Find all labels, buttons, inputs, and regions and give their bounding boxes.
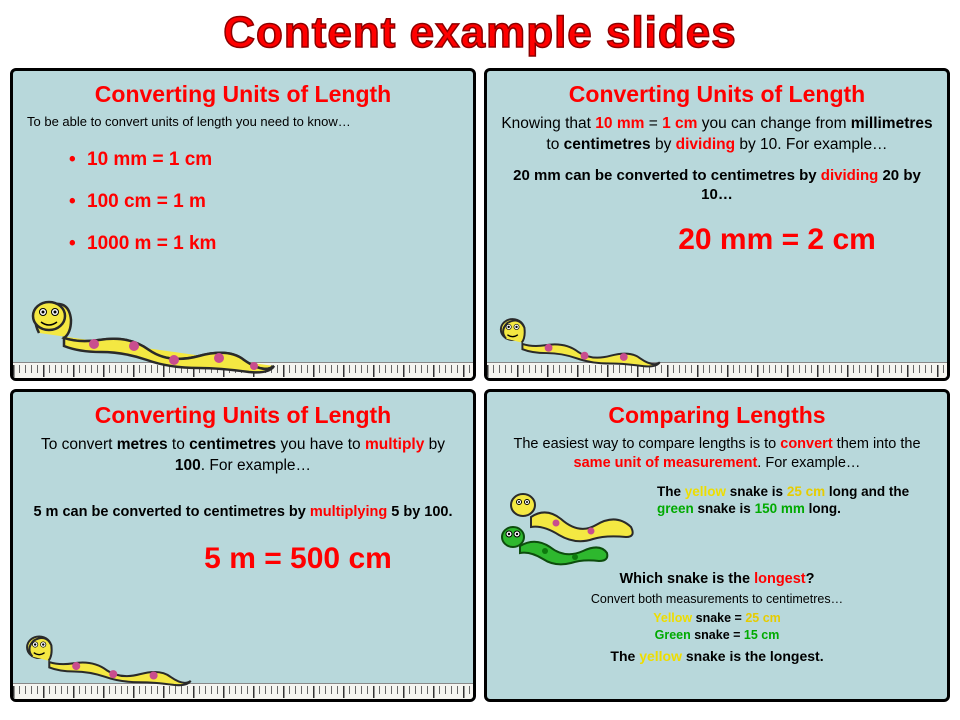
text: The easiest way to compare lengths is to	[513, 436, 780, 452]
panel-4-explain: The easiest way to compare lengths is to…	[501, 435, 933, 473]
text-red: multiplying	[310, 504, 387, 520]
slide-grid: Converting Units of Length To be able to…	[0, 68, 960, 712]
text: snake is the longest.	[682, 648, 824, 664]
panel-3-equation: 5 m = 500 cm	[27, 542, 459, 576]
panel-4-convert-instruction: Convert both measurements to centimetres…	[501, 592, 933, 606]
text-red: 10 mm	[595, 115, 644, 132]
panel-2-title: Converting Units of Length	[501, 81, 933, 108]
text-bold: millimetres	[851, 115, 933, 132]
panel-4-question: Which snake is the longest?	[501, 571, 933, 587]
text: snake is	[694, 501, 755, 516]
text: . For example…	[201, 457, 311, 474]
text: you can change from	[697, 115, 850, 132]
text: to	[546, 136, 563, 153]
text-red: dividing	[676, 136, 735, 153]
text: =	[644, 115, 662, 132]
text-red: multiply	[365, 436, 424, 453]
text: Knowing that	[501, 115, 595, 132]
text: by 10. For example…	[735, 136, 887, 153]
text-yellow: 25 cm	[787, 484, 825, 499]
text-yellow: yellow	[685, 484, 726, 499]
bullet-item: 10 mm = 1 cm	[87, 149, 459, 171]
panel-3: Converting Units of Length To convert me…	[10, 389, 476, 702]
panel-4-answer: The yellow snake is the longest.	[501, 648, 933, 664]
text: ?	[806, 571, 815, 587]
panel-3-sub: 5 m can be converted to centimetres by m…	[27, 503, 459, 522]
panel-3-explain: To convert metres to centimetres you hav…	[27, 435, 459, 477]
text: . For example…	[757, 455, 860, 471]
text: The	[610, 648, 639, 664]
text: you have to	[276, 436, 365, 453]
snake-icon	[493, 304, 663, 376]
panel-1-title: Converting Units of Length	[27, 81, 459, 108]
text-red: same unit of measurement	[574, 455, 758, 471]
text-bold: centimetres	[189, 436, 276, 453]
text: by	[651, 136, 676, 153]
text: To convert	[41, 436, 117, 453]
text-green: 15 cm	[744, 628, 779, 642]
text-yellow: Yellow	[653, 611, 692, 625]
panel-4: Comparing Lengths The easiest way to com…	[484, 389, 950, 702]
panel-4-desc: The yellow snake is 25 cm long and the g…	[657, 477, 933, 518]
text: 5 m can be converted to centimetres by	[33, 504, 309, 520]
panel-2: Converting Units of Length Knowing that …	[484, 68, 950, 381]
text: snake is	[726, 484, 787, 499]
text-red: convert	[780, 436, 832, 452]
text-red: dividing	[821, 167, 879, 184]
text-green: Green	[655, 628, 691, 642]
text: Which snake is the	[620, 571, 755, 587]
text-bold: metres	[117, 436, 168, 453]
text: long and the	[825, 484, 909, 499]
panel-4-conversions: Yellow snake = 25 cm Green snake = 15 cm	[501, 610, 933, 644]
text-green: 150 mm	[755, 501, 805, 516]
text-bold: centimetres	[564, 136, 651, 153]
text-yellow: 25 cm	[745, 611, 780, 625]
panel-3-title: Converting Units of Length	[27, 402, 459, 429]
text: by	[424, 436, 445, 453]
text: to	[168, 436, 190, 453]
green-snake-icon	[495, 511, 615, 571]
text-green: green	[657, 501, 694, 516]
text: snake =	[692, 611, 745, 625]
panel-2-equation: 20 mm = 2 cm	[501, 223, 933, 257]
text-red: 1 cm	[662, 115, 697, 132]
text: 5 by 100.	[387, 504, 452, 520]
text-red: longest	[754, 571, 806, 587]
text: snake =	[691, 628, 744, 642]
text-yellow: yellow	[639, 648, 682, 664]
panel-1-intro: To be able to convert units of length yo…	[27, 114, 459, 129]
text: The	[657, 484, 685, 499]
two-snakes-graphic	[501, 477, 651, 569]
text: them into the	[833, 436, 921, 452]
snake-icon	[19, 288, 279, 376]
panel-2-explain: Knowing that 10 mm = 1 cm you can change…	[501, 114, 933, 156]
text: long.	[805, 501, 841, 516]
panel-1: Converting Units of Length To be able to…	[10, 68, 476, 381]
panel-4-row: The yellow snake is 25 cm long and the g…	[501, 477, 933, 569]
text-bold: 100	[175, 457, 201, 474]
panel-2-sub: 20 mm can be converted to centimetres by…	[501, 166, 933, 205]
panel-1-bullets: 10 mm = 1 cm 100 cm = 1 m 1000 m = 1 km	[27, 149, 459, 255]
bullet-item: 100 cm = 1 m	[87, 191, 459, 213]
page-title: Content example slides	[0, 0, 960, 68]
bullet-item: 1000 m = 1 km	[87, 233, 459, 255]
snake-icon	[19, 619, 194, 697]
panel-4-title: Comparing Lengths	[501, 402, 933, 429]
text: 20 mm can be converted to centimetres by	[513, 167, 821, 184]
